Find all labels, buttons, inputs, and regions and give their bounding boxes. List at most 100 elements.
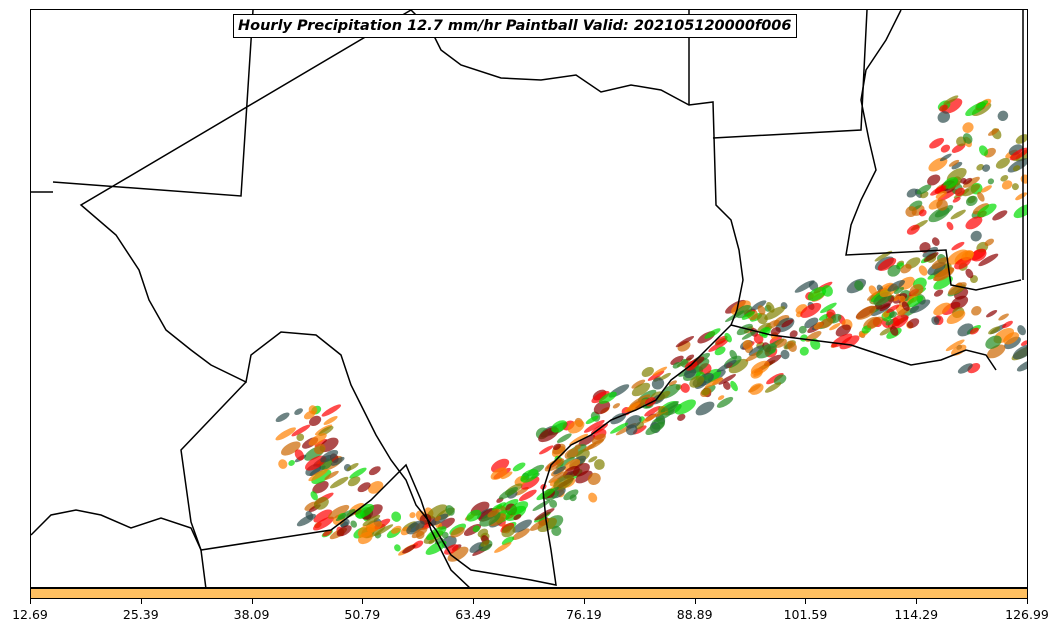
paintball-blob bbox=[322, 529, 333, 537]
paintball-blob bbox=[723, 381, 731, 390]
paintball-blob bbox=[313, 509, 333, 523]
paintball-blob bbox=[939, 104, 948, 112]
paintball-blob bbox=[948, 282, 967, 295]
colorbar bbox=[30, 588, 1028, 599]
paintball-blob bbox=[331, 456, 345, 466]
paintball-blob bbox=[574, 444, 581, 450]
paintball-blob bbox=[569, 433, 589, 446]
paintball-blob bbox=[970, 230, 982, 242]
colorbar-tick-label: 50.79 bbox=[344, 607, 381, 622]
paintball-blob bbox=[553, 443, 561, 451]
paintball-blob bbox=[951, 344, 967, 356]
paintball-blob bbox=[644, 406, 661, 417]
colorbar-tick-label: 25.39 bbox=[122, 607, 159, 622]
paintball-blob bbox=[563, 489, 579, 501]
paintball-blob bbox=[674, 399, 696, 415]
paintball-blob bbox=[518, 489, 537, 502]
paintball-blob bbox=[879, 327, 893, 336]
paintball-blob bbox=[906, 188, 918, 198]
paintball-blob bbox=[954, 187, 965, 197]
paintball-blob bbox=[498, 487, 518, 500]
paintball-blob bbox=[703, 374, 712, 381]
paintball-blob bbox=[986, 310, 998, 318]
paintball-blob bbox=[889, 311, 898, 319]
paintball-blob bbox=[591, 390, 610, 404]
paintball-blob bbox=[934, 205, 954, 218]
paintball-blob bbox=[1015, 148, 1027, 162]
paintball-blob bbox=[391, 511, 402, 522]
paintball-blob bbox=[899, 295, 906, 303]
paintball-blob bbox=[751, 300, 767, 311]
paintball-blob bbox=[933, 302, 951, 316]
paintball-blob bbox=[599, 391, 617, 404]
paintball-blob bbox=[787, 341, 797, 352]
paintball-blob bbox=[361, 504, 383, 520]
paintball-blob bbox=[886, 304, 900, 313]
paintball-blob bbox=[943, 177, 959, 189]
paintball-blob bbox=[969, 327, 979, 335]
paintball-blob bbox=[866, 316, 884, 329]
paintball-blob bbox=[587, 472, 601, 485]
paintball-blob bbox=[700, 387, 712, 398]
paintball-blob bbox=[933, 275, 953, 290]
paintball-blob bbox=[988, 128, 999, 136]
paintball-blob bbox=[500, 471, 513, 480]
paintball-blob bbox=[946, 310, 966, 324]
paintball-blob bbox=[534, 508, 555, 521]
paintball-blob bbox=[553, 466, 566, 475]
paintball-blob bbox=[919, 242, 931, 253]
paintball-blob bbox=[978, 253, 999, 267]
paintball-blob bbox=[916, 184, 932, 195]
paintball-blob bbox=[756, 343, 777, 359]
colorbar-tick bbox=[362, 599, 364, 604]
paintball-blob bbox=[586, 438, 605, 451]
paintball-blob bbox=[918, 209, 927, 217]
paintball-blob bbox=[1015, 192, 1027, 201]
paintball-blob bbox=[411, 527, 428, 539]
paintball-blob bbox=[887, 264, 901, 277]
paintball-blob bbox=[951, 161, 963, 170]
paintball-blob bbox=[868, 285, 877, 296]
paintball-blob bbox=[308, 433, 327, 446]
paintball-blob bbox=[819, 317, 834, 329]
paintball-blob bbox=[781, 319, 794, 328]
paintball-blob bbox=[391, 525, 402, 534]
paintball-blob bbox=[612, 403, 621, 409]
paintball-blob bbox=[962, 122, 974, 133]
paintball-blob bbox=[472, 525, 481, 533]
paintball-blob bbox=[512, 519, 532, 533]
paintball-blob bbox=[402, 544, 416, 554]
colorbar-tick bbox=[1027, 599, 1028, 604]
paintball-blob bbox=[945, 339, 965, 352]
paintball-blob bbox=[976, 100, 989, 109]
paintball-blob bbox=[660, 401, 679, 413]
paintball-blob bbox=[312, 480, 329, 494]
paintball-blob bbox=[575, 470, 593, 484]
map-panel bbox=[30, 9, 1028, 588]
paintball-blob bbox=[641, 413, 657, 424]
paintball-blob bbox=[798, 325, 807, 334]
colorbar-tick bbox=[473, 599, 475, 604]
paintball-blob bbox=[976, 164, 984, 171]
state-boundaries bbox=[31, 10, 1024, 587]
paintball-blob bbox=[929, 137, 945, 149]
paintball-blob bbox=[936, 199, 948, 211]
paintball-blob bbox=[346, 463, 359, 471]
paintball-blob bbox=[680, 383, 690, 393]
paintball-blob bbox=[509, 501, 529, 516]
paintball-blob bbox=[764, 382, 782, 393]
paintball-blob bbox=[668, 380, 677, 387]
paintball-blob bbox=[294, 449, 305, 461]
paintball-blob bbox=[1002, 320, 1013, 329]
paintball-blob bbox=[906, 295, 924, 308]
paintball-blob bbox=[294, 408, 303, 415]
paintball-blob bbox=[905, 206, 917, 218]
paintball-blob bbox=[715, 335, 728, 345]
paintball-blob bbox=[780, 349, 790, 360]
colorbar-tick bbox=[916, 599, 918, 604]
paintball-blob bbox=[1009, 147, 1027, 161]
paintball-blob bbox=[890, 326, 899, 336]
paintball-blob bbox=[441, 531, 449, 539]
paintball-blob bbox=[907, 318, 920, 329]
paintball-blob bbox=[804, 317, 819, 329]
